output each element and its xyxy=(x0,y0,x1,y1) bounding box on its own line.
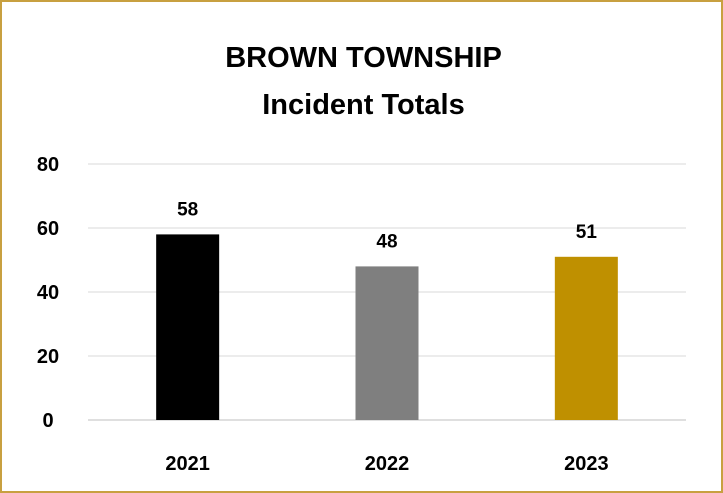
y-tick-label: 20 xyxy=(37,346,59,368)
y-tick-label: 0 xyxy=(42,410,53,432)
x-tick-label: 2021 xyxy=(165,453,210,475)
chart-subtitle: Incident Totals xyxy=(262,89,465,121)
bar-2022 xyxy=(355,266,419,420)
y-tick-label: 80 xyxy=(37,154,59,176)
chart-title: BROWN TOWNSHIP xyxy=(225,42,502,74)
x-tick-label: 2023 xyxy=(564,453,609,475)
data-label: 48 xyxy=(376,231,397,252)
data-label: 58 xyxy=(177,199,198,220)
bar-2023 xyxy=(554,256,618,420)
y-tick-label: 40 xyxy=(37,282,59,304)
x-tick-label: 2022 xyxy=(365,453,410,475)
data-label: 51 xyxy=(576,222,598,243)
y-tick-label: 60 xyxy=(37,218,59,240)
bar-2021 xyxy=(156,234,220,420)
